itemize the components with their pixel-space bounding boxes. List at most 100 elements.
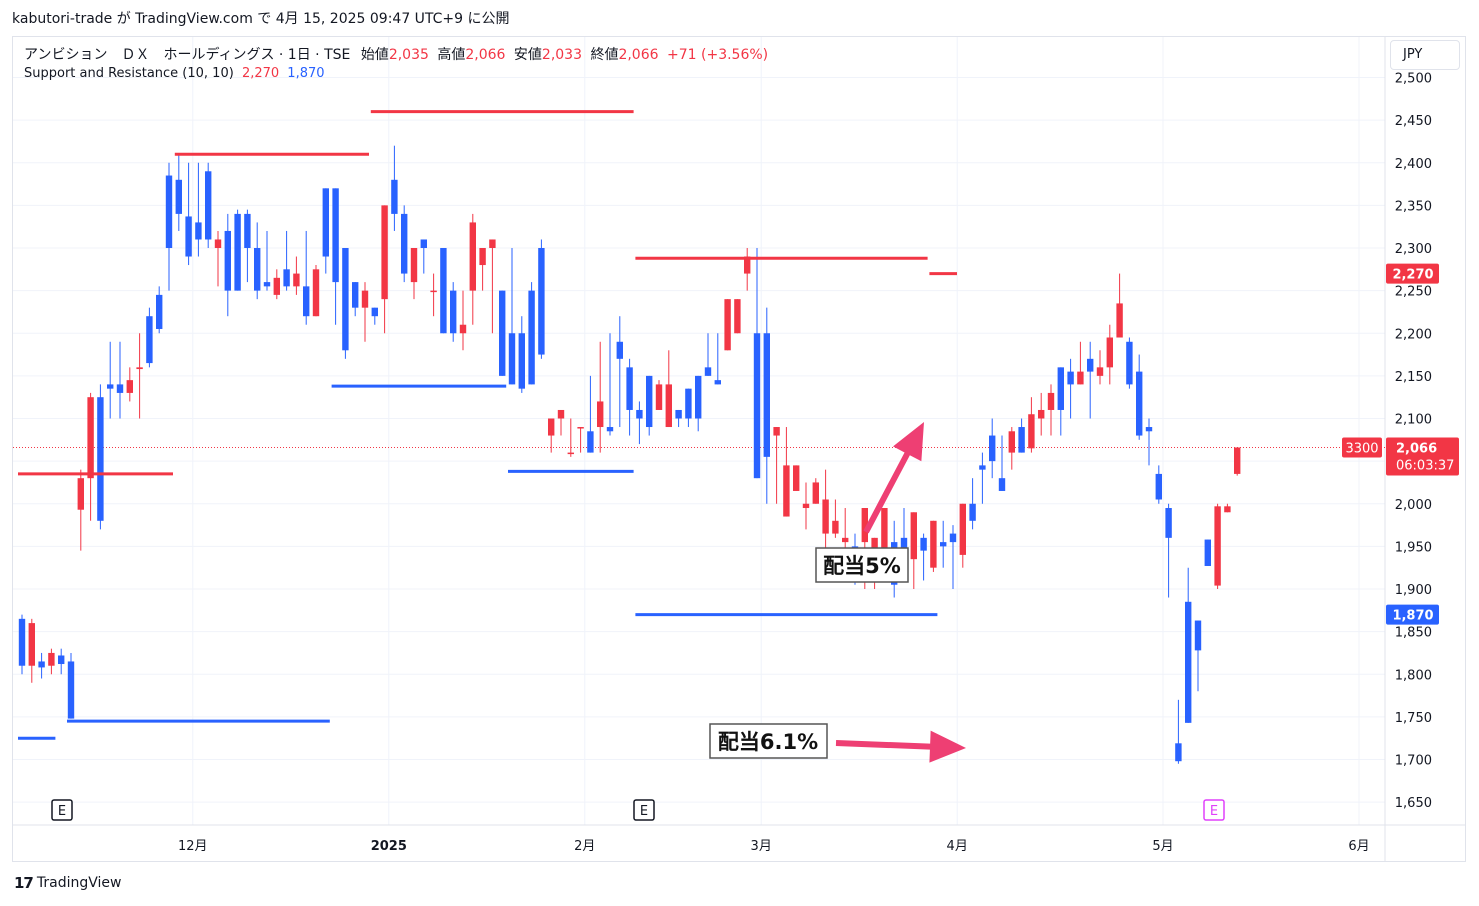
candle-body — [1126, 341, 1133, 385]
open-value: 2,035 — [388, 47, 429, 63]
indicator-name: Support and Resistance (10, 10) — [24, 66, 234, 81]
y-tick-label: 1,850 — [1395, 626, 1432, 641]
candle-body — [704, 367, 712, 376]
candle-body — [597, 401, 604, 428]
candle-body — [626, 367, 633, 410]
candle-body — [1185, 601, 1192, 723]
candle-body — [1106, 337, 1113, 368]
x-tick-label: 3月 — [751, 839, 772, 854]
candle-body — [293, 273, 300, 287]
countdown-label: 06:03:37 — [1396, 458, 1454, 473]
candle-body — [322, 188, 329, 257]
candle-body — [489, 239, 496, 248]
candle-body — [1008, 431, 1015, 453]
candle-body — [920, 537, 927, 551]
candle-body — [832, 520, 839, 534]
candle-body — [1077, 371, 1084, 385]
x-tick-label: 12月 — [178, 839, 208, 854]
annotation-text: 配当5% — [823, 554, 901, 578]
candle-body — [587, 431, 594, 453]
candle-body — [214, 239, 222, 248]
x-tick-label: 4月 — [947, 839, 968, 854]
candle-body — [440, 248, 447, 334]
candle-body — [548, 418, 555, 436]
y-tick-label: 2,500 — [1395, 72, 1432, 87]
candle-body — [655, 384, 663, 410]
candle-body — [1234, 447, 1241, 474]
candle-body — [234, 213, 241, 291]
candle-body — [930, 520, 937, 568]
current-price-label: 2,066 — [1396, 441, 1437, 456]
candle-body — [1116, 303, 1123, 338]
candle-body — [244, 213, 251, 248]
candle-body — [1136, 371, 1143, 436]
x-tick-label: 6月 — [1348, 839, 1369, 854]
earnings-event-icon — [633, 799, 655, 821]
candle-body — [646, 375, 653, 428]
candle-body — [1155, 473, 1162, 500]
x-tick-label: 2025 — [371, 839, 407, 854]
annotation-text: 配当6.1% — [718, 730, 818, 754]
candle-body — [58, 655, 65, 665]
currency-button[interactable]: JPY — [1390, 40, 1460, 70]
candle-body — [900, 537, 908, 555]
candle-body — [616, 341, 623, 359]
price-tag — [1386, 263, 1439, 284]
candle-body — [1224, 506, 1231, 513]
candle-body — [410, 248, 418, 283]
candle-body — [28, 623, 35, 666]
candle-body — [557, 409, 565, 419]
earnings-event-label: E — [640, 804, 648, 819]
candle-body — [401, 213, 408, 274]
candle-body — [665, 384, 672, 428]
candle-body — [508, 333, 516, 385]
candle-body — [77, 478, 84, 510]
candle-body — [802, 503, 810, 509]
candle-body — [714, 380, 721, 385]
brand-name: TradingView — [36, 875, 122, 891]
candle-body — [116, 384, 124, 393]
price-tag-label: 2,270 — [1392, 268, 1433, 283]
candle-body — [989, 435, 996, 462]
y-tick-label: 1,700 — [1395, 754, 1432, 769]
open-label: 始値 — [360, 47, 389, 63]
annotation-arrow — [835, 730, 966, 763]
candle-body — [528, 290, 535, 385]
candle-body — [263, 282, 271, 287]
y-tick-label: 1,900 — [1395, 583, 1432, 598]
candle-body — [1194, 620, 1202, 651]
earnings-event-label: E — [58, 804, 66, 819]
candle-body — [224, 230, 231, 291]
footer-brand[interactable]: 17 TradingView — [14, 874, 121, 892]
publish-line: kabutori-trade が TradingView.com で 4月 15… — [12, 11, 510, 27]
y-tick-label: 2,100 — [1395, 413, 1432, 428]
chart-pane[interactable] — [12, 36, 1466, 862]
candle-body — [949, 533, 957, 543]
candle-body — [753, 333, 761, 479]
indicator-support-value: 1,870 — [287, 66, 325, 81]
indicator-legend[interactable]: Support and Resistance (10, 10) 2,270 1,… — [24, 66, 325, 81]
close-label: 終値 — [590, 47, 619, 63]
y-tick-label: 2,000 — [1395, 498, 1432, 513]
candle-body — [283, 269, 290, 287]
candle-body — [205, 171, 212, 240]
candle-body — [910, 512, 917, 560]
candle-body — [822, 499, 829, 534]
candle-body — [391, 179, 398, 214]
y-tick-label: 2,250 — [1395, 285, 1432, 300]
candle-body — [303, 286, 310, 317]
y-tick-label: 2,200 — [1395, 327, 1432, 342]
earnings-event-icon — [51, 799, 73, 821]
candle-body — [1018, 427, 1025, 453]
candle-body — [959, 503, 966, 555]
candle-body — [107, 384, 114, 389]
candle-body — [636, 409, 643, 419]
earnings-event-icon — [1203, 799, 1225, 821]
candle-body — [479, 248, 486, 266]
candle-body — [606, 427, 614, 432]
candle-body — [998, 478, 1006, 491]
candle-body — [459, 324, 467, 334]
candle-body — [381, 205, 388, 300]
y-tick-label: 2,150 — [1395, 370, 1432, 385]
